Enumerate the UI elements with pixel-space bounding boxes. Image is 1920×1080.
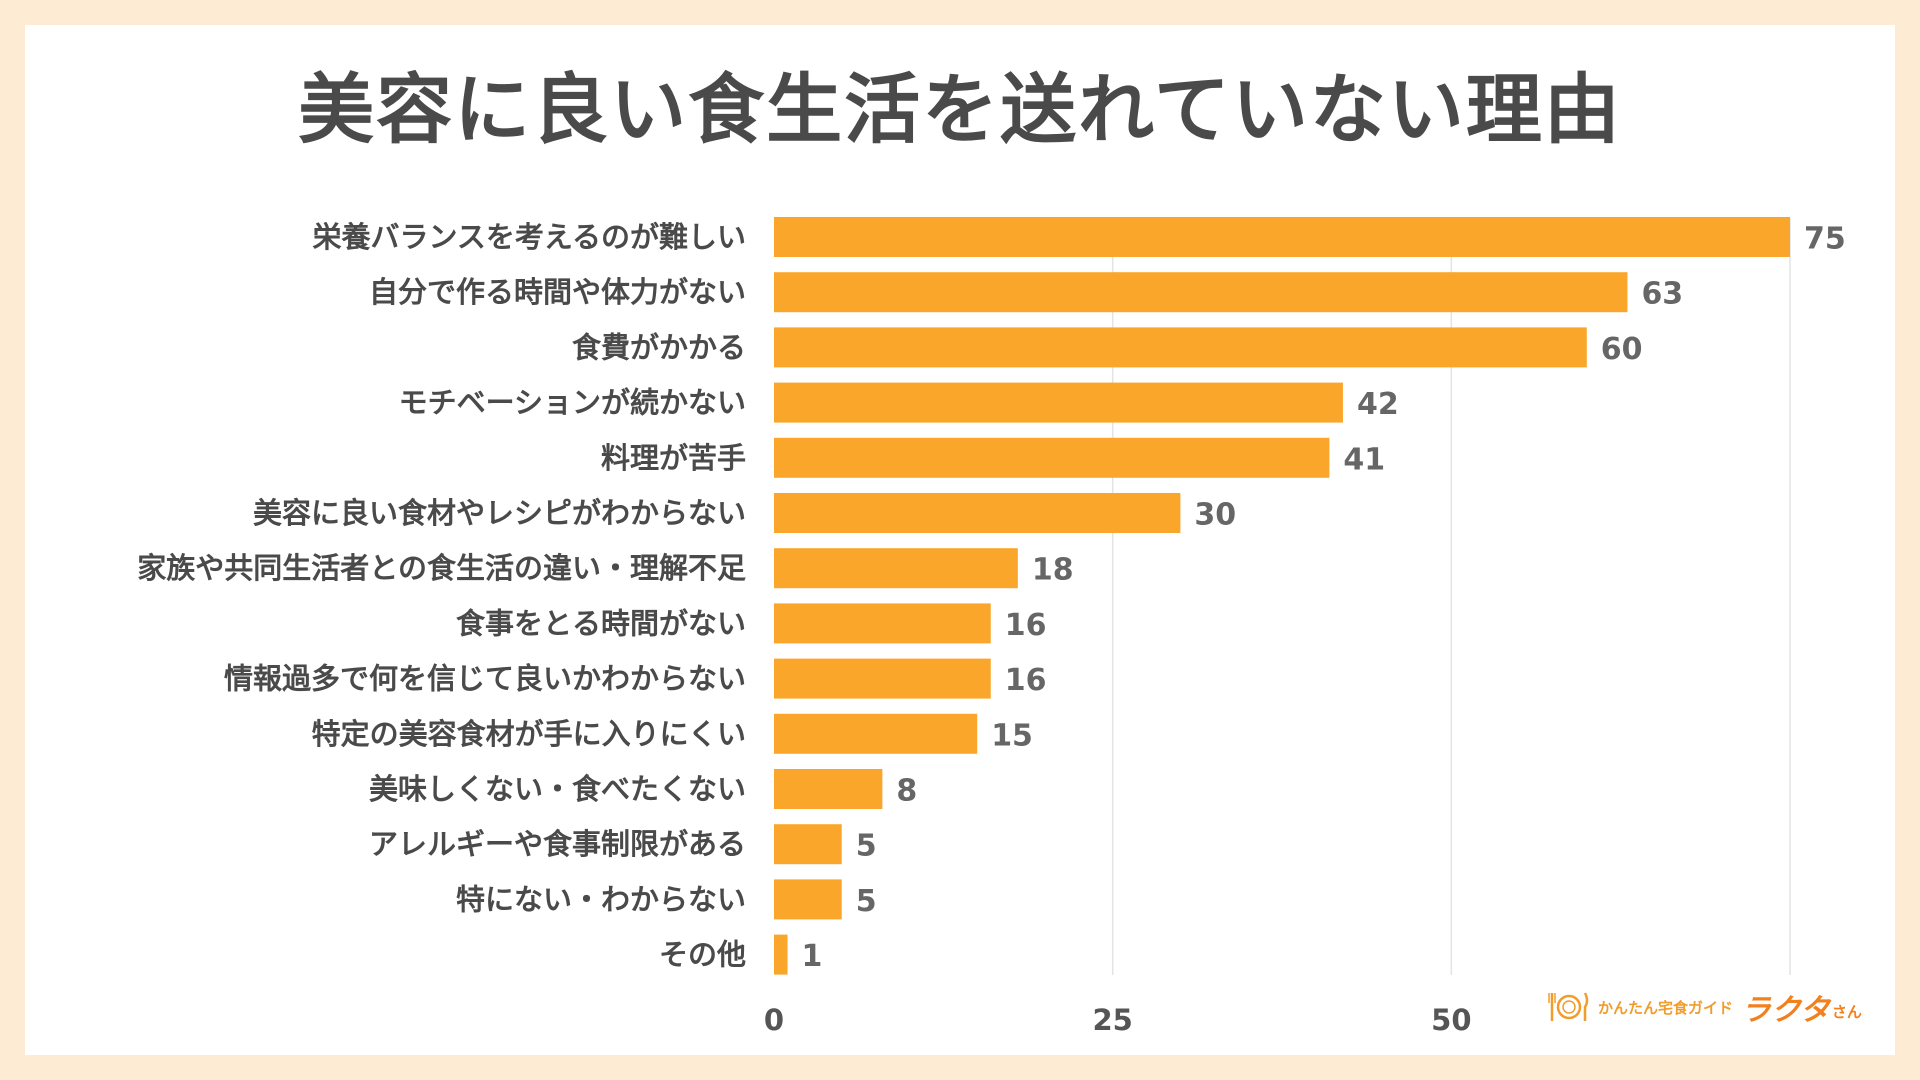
category-label: 栄養バランスを考えるのが難しい [312,220,746,254]
bar [774,272,1628,313]
value-label: 18 [1032,553,1074,588]
chart-title: 美容に良い食生活を送れていない理由 [298,65,1622,154]
category-label: アレルギーや食事制限がある [369,827,746,861]
brand-suffix: さん [1831,1002,1862,1021]
bar [774,658,991,699]
value-label: 42 [1357,387,1399,422]
value-label: 5 [856,884,877,919]
bar [774,493,1181,533]
value-label: 16 [1005,663,1047,698]
value-label: 16 [1005,608,1047,643]
category-label: 食費がかかる [572,330,746,364]
bar [774,327,1587,368]
value-label: 30 [1194,498,1236,533]
bar [774,217,1790,257]
value-label: 60 [1601,332,1643,367]
category-label: 自分で作る時間や体力がない [369,275,746,309]
x-tick-label: 50 [1431,1003,1471,1037]
bar [774,603,991,644]
value-label: 1 [802,939,823,974]
bar [774,437,1330,478]
category-label: 食事をとる時間がない [456,606,746,640]
category-label: モチベーションが続かない [399,386,746,420]
x-tick-label: 0 [764,1003,784,1037]
bar [774,879,842,920]
bar [774,824,842,865]
category-label: 美容に良い食材やレシピがわからない [253,496,746,530]
brand-logo: かんたん宅食ガイド ラクタ さん [1548,985,1862,1029]
value-label: 75 [1804,222,1846,257]
chart-card [25,25,1895,1055]
bar [774,548,1018,589]
value-label: 5 [856,829,877,864]
category-label: 美味しくない・食べたくない [369,772,746,806]
bar [774,934,788,975]
brand-tagline: かんたん宅食ガイド [1598,998,1734,1017]
category-label: その他 [659,938,746,972]
category-label: 情報過多で何を信じて良いかわからない [224,662,746,696]
bar [774,382,1343,423]
x-tick-label: 25 [1092,1003,1132,1037]
category-label: 料理が苦手 [601,441,746,475]
bar [774,769,883,809]
value-label: 8 [896,774,917,809]
category-label: 特定の美容食材が手に入りにくい [312,717,746,751]
value-label: 63 [1641,277,1683,312]
category-label: 家族や共同生活者との食生活の違い・理解不足 [137,551,746,585]
brand-name: ラクタ [1741,993,1830,1028]
category-label: 特にない・わからない [456,882,746,916]
plate-cutlery-icon [1548,992,1589,1021]
bar [774,713,978,754]
value-label: 41 [1343,442,1385,477]
value-label: 15 [991,718,1033,753]
